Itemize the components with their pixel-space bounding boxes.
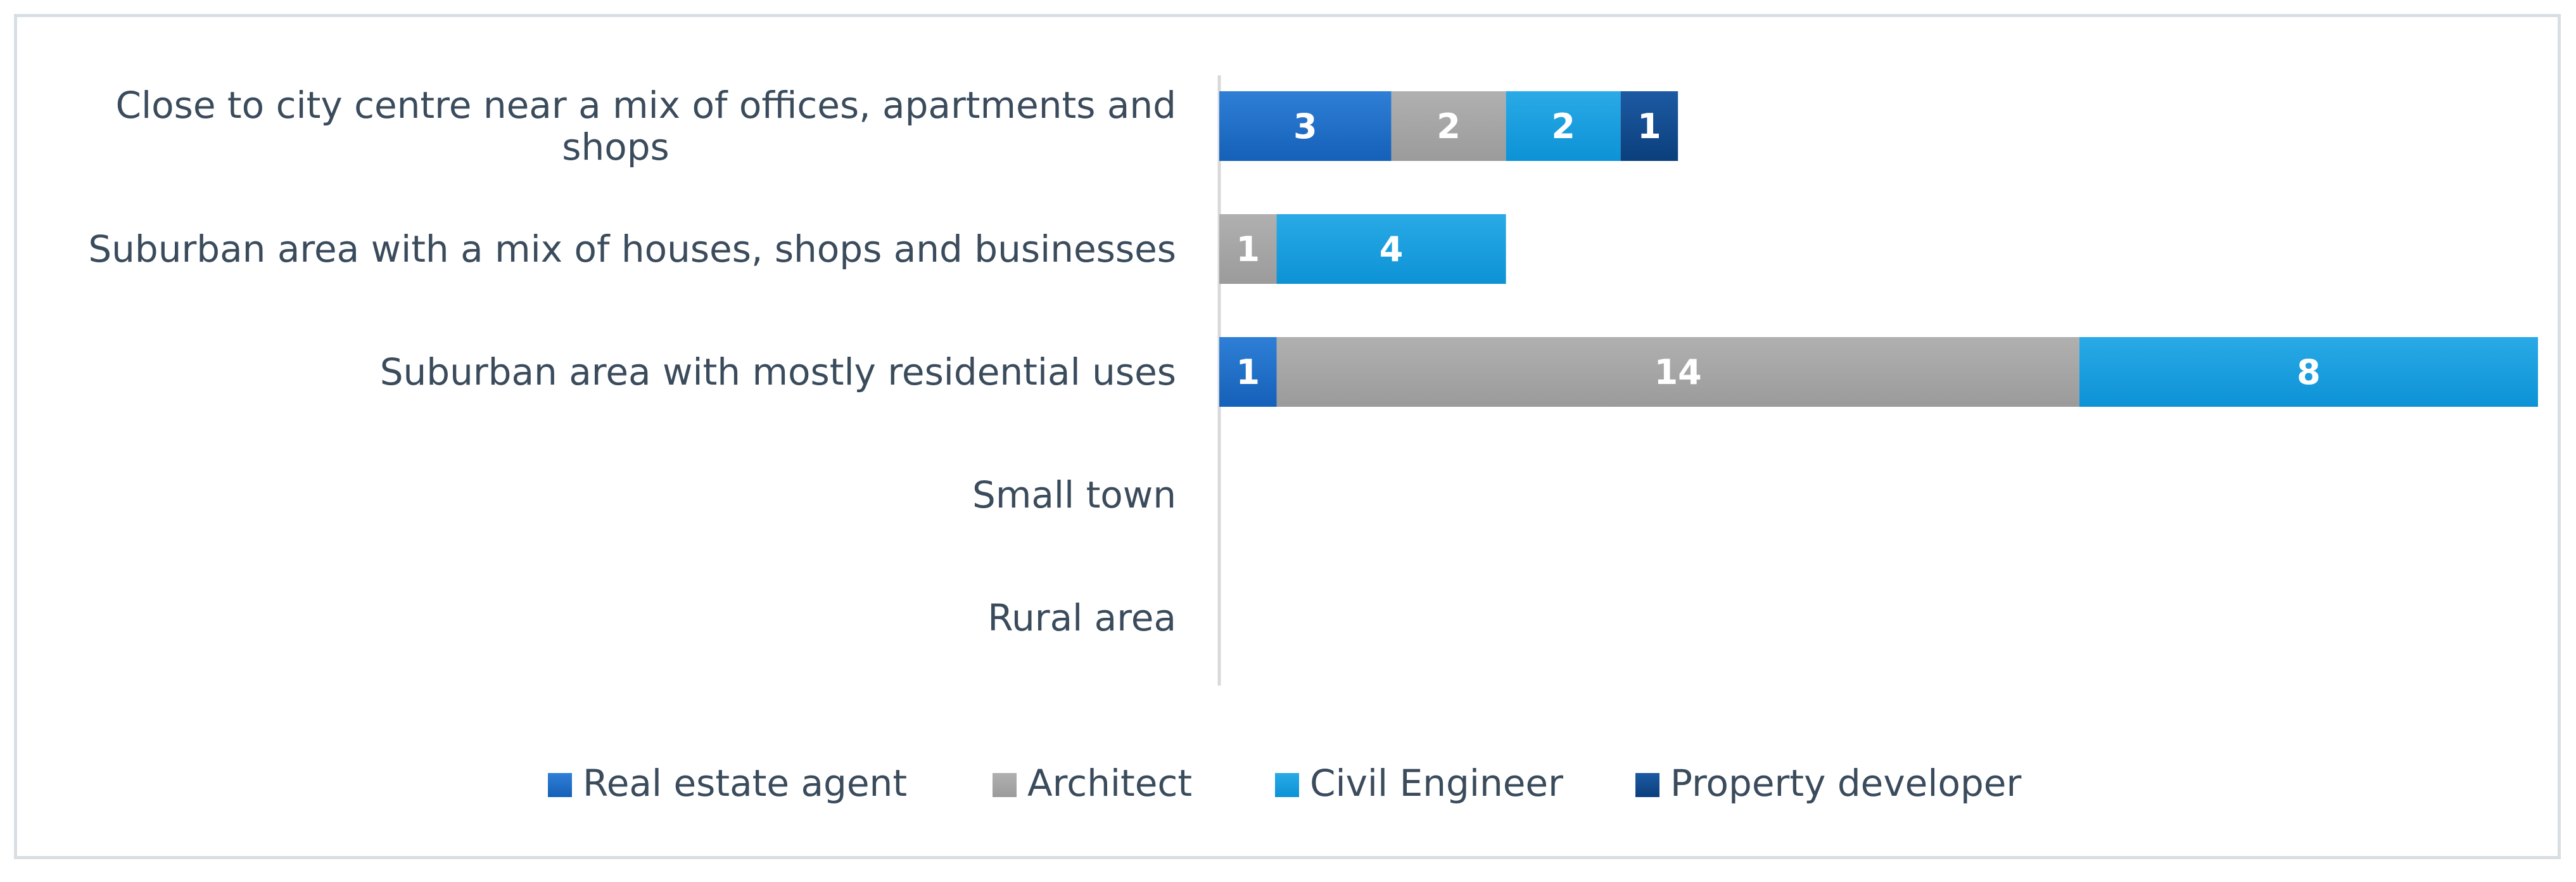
legend-item: Civil Engineer <box>1275 762 1563 805</box>
bar-value-label: 3 <box>1293 106 1317 146</box>
legend: Real estate agent Architect Civil Engineer… <box>548 762 2021 805</box>
bar-segment <box>1506 91 1621 161</box>
bar-value-label: 1 <box>1236 229 1260 269</box>
bar-segment <box>1219 214 1277 284</box>
legend-swatch <box>1275 773 1299 797</box>
legend-label: Architect <box>1027 762 1192 805</box>
legend-swatch <box>548 773 572 797</box>
stacked-bar-chart: 3 2 2 11 41 14 8 Close to city centre near a m… <box>88 75 2538 805</box>
bar-value-label: 1 <box>1236 352 1260 392</box>
bar-value-label: 2 <box>1437 106 1461 146</box>
category-label: Close to city centre near a mix of offic… <box>116 84 1177 169</box>
bar-value-label: 2 <box>1551 106 1575 146</box>
legend-label: Property developer <box>1670 762 2021 805</box>
legend-label: Civil Engineer <box>1310 762 1563 805</box>
bar-segment <box>1219 337 1277 407</box>
legend-item: Real estate agent <box>548 762 907 805</box>
bar-segment <box>1276 214 1506 284</box>
bar-value-label: 8 <box>2297 352 2321 392</box>
bar-value-label: 14 <box>1654 352 1702 392</box>
category-label: Suburban area with mostly residential us… <box>380 350 1176 393</box>
category-labels: Close to city centre near a mix of offic… <box>88 84 1176 639</box>
bars-layer: 3 2 2 11 41 14 8 <box>1219 91 2538 407</box>
bar-segment <box>1620 91 1678 161</box>
category-label: Rural area <box>987 596 1176 639</box>
chart-frame: 3 2 2 1 1 4 1 14 8 Close to city centre near a m… <box>14 14 2561 859</box>
category-label: Small town <box>972 473 1176 516</box>
legend-item: Architect <box>993 762 1192 805</box>
bar-segment <box>1276 337 2079 407</box>
legend-swatch <box>1635 773 1659 797</box>
legend-swatch <box>993 773 1017 797</box>
bar-segment <box>1219 91 1392 161</box>
bar-segment <box>1391 91 1506 161</box>
bar-value-label: 1 <box>1637 106 1661 146</box>
legend-item: Property developer <box>1635 762 2021 805</box>
category-label: Suburban area with a mix of houses, shop… <box>88 227 1176 271</box>
bar-value-label: 4 <box>1380 229 1404 269</box>
legend-label: Real estate agent <box>583 762 907 805</box>
bar-segment <box>2079 337 2538 407</box>
